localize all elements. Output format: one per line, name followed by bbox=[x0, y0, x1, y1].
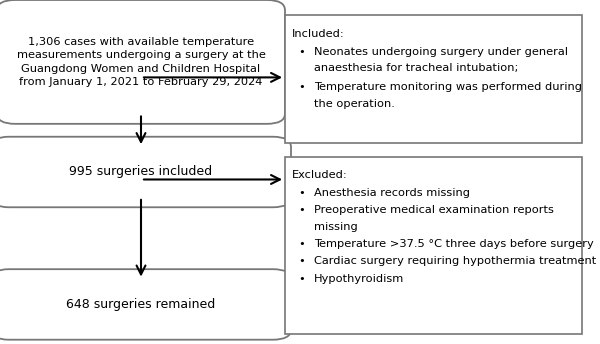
Text: •: • bbox=[298, 239, 305, 249]
Text: Temperature >37.5 °C three days before surgery: Temperature >37.5 °C three days before s… bbox=[314, 239, 593, 249]
Text: •: • bbox=[298, 273, 305, 283]
Text: Hypothyroidism: Hypothyroidism bbox=[314, 273, 404, 283]
FancyBboxPatch shape bbox=[0, 0, 285, 124]
Text: •: • bbox=[298, 188, 305, 198]
FancyBboxPatch shape bbox=[0, 137, 291, 207]
Text: missing: missing bbox=[314, 222, 358, 232]
Text: the operation.: the operation. bbox=[314, 99, 395, 109]
Text: •: • bbox=[298, 205, 305, 215]
FancyBboxPatch shape bbox=[285, 15, 582, 143]
Text: 995 surgeries included: 995 surgeries included bbox=[70, 165, 212, 179]
Text: 648 surgeries remained: 648 surgeries remained bbox=[67, 298, 215, 311]
Text: Temperature monitoring was performed during: Temperature monitoring was performed dur… bbox=[314, 82, 582, 92]
Text: •: • bbox=[298, 256, 305, 266]
FancyBboxPatch shape bbox=[0, 269, 291, 340]
Text: anaesthesia for tracheal intubation;: anaesthesia for tracheal intubation; bbox=[314, 63, 518, 73]
Text: 1,306 cases with available temperature
measurements undergoing a surgery at the
: 1,306 cases with available temperature m… bbox=[17, 37, 265, 87]
FancyBboxPatch shape bbox=[285, 157, 582, 334]
Text: Anesthesia records missing: Anesthesia records missing bbox=[314, 188, 470, 198]
Text: Excluded:: Excluded: bbox=[292, 170, 348, 180]
Text: Neonates undergoing surgery under general: Neonates undergoing surgery under genera… bbox=[314, 47, 568, 57]
Text: •: • bbox=[298, 47, 305, 57]
Text: Preoperative medical examination reports: Preoperative medical examination reports bbox=[314, 205, 554, 215]
Text: Included:: Included: bbox=[292, 29, 345, 39]
Text: Cardiac surgery requiring hypothermia treatment: Cardiac surgery requiring hypothermia tr… bbox=[314, 256, 596, 266]
Text: •: • bbox=[298, 82, 305, 92]
